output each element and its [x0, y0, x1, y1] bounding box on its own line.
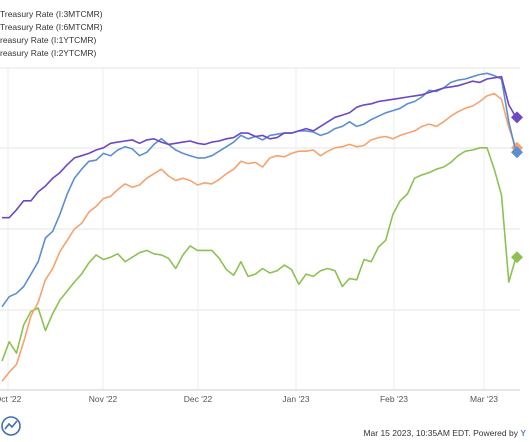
series-line-3 [2, 75, 517, 219]
series-end-marker-0 [511, 251, 523, 264]
x-tick-label: Jan '23 [282, 394, 309, 404]
ycharts-logo-icon [1, 416, 21, 436]
legend-item-2y: reasury Rate (I:2YTCMR) [0, 48, 97, 58]
x-tick-label: Feb '23 [380, 394, 408, 404]
series-end-marker-2 [511, 146, 523, 159]
legend-item-3m: Treasury Rate (I:3MTCMR) [0, 9, 103, 19]
series-line-2 [1, 72, 517, 308]
series-line-0 [1, 147, 517, 362]
legend-item-6m: Treasury Rate (I:6MTCMR) [0, 22, 103, 32]
x-tick-label: Oct '22 [0, 394, 22, 404]
chart-footer: Mar 15 2023, 10:35AM EDT. Powered by Y [363, 428, 526, 438]
series-line-1 [1, 92, 517, 382]
series-end-marker-3 [511, 111, 523, 124]
chart-legend: Treasury Rate (I:3MTCMR) Treasury Rate (… [0, 8, 103, 60]
x-tick-label: Nov '22 [89, 394, 118, 404]
x-tick-label: Dec '22 [184, 394, 213, 404]
footer-brand: Y [520, 428, 526, 438]
footer-timestamp: Mar 15 2023, 10:35AM EDT. Powered by [363, 428, 521, 438]
x-tick-label: Mar '23 [470, 394, 498, 404]
legend-item-1y: reasury Rate (I:1YTCMR) [0, 35, 97, 45]
